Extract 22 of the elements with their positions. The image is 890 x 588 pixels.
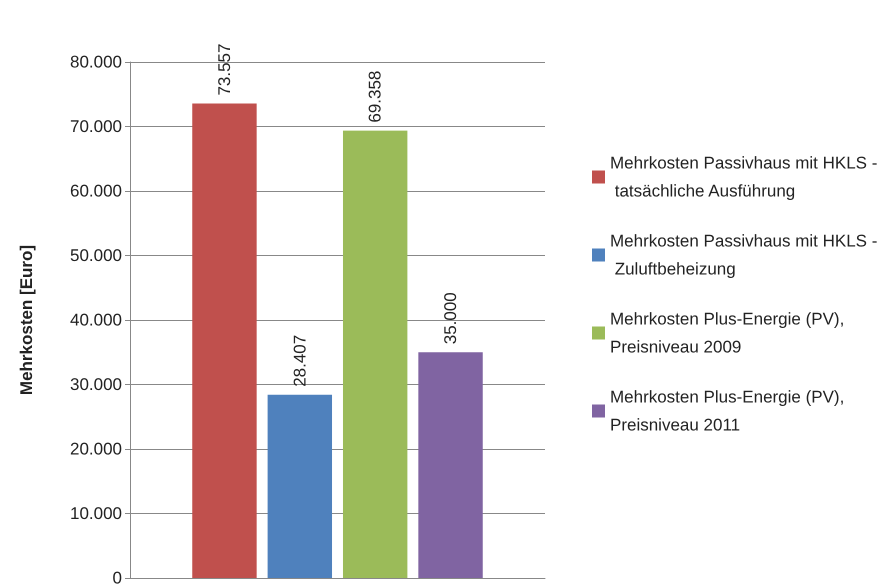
y-tick-label: 20.000	[70, 440, 122, 458]
y-tick-label: 50.000	[70, 246, 122, 265]
data-label: 35.000	[441, 292, 460, 344]
y-tick-label: 0	[112, 568, 122, 588]
y-tick-label: 30.000	[70, 375, 122, 394]
y-tick-label: 10.000	[70, 504, 122, 523]
data-label: 69.358	[366, 70, 385, 123]
data-label: 73.557	[214, 44, 234, 96]
bar	[342, 130, 408, 578]
y-tick-label: 70.000	[70, 117, 122, 136]
y-tick-label: 40.000	[70, 310, 122, 330]
bar	[418, 352, 483, 578]
y-axis-title: Mehrkosten [Euro]	[17, 244, 36, 396]
legend-label: Mehrkosten Passivhaus mit HKLS - Zuluftbeheizung	[610, 232, 878, 278]
legend-label: Mehrkosten Plus-Energie (PV), Preisniveau 2011	[610, 388, 850, 434]
legend-label: Mehrkosten Plus-Energie (PV), Preisniveau 2009	[610, 310, 850, 356]
bar	[268, 394, 332, 578]
y-tick-label: 80.000	[70, 52, 122, 72]
bar	[192, 104, 257, 578]
legend-label: Mehrkosten Passivhaus mit HKLS - tatsächliche Ausführung	[610, 154, 878, 200]
data-label: 28.407	[290, 334, 310, 387]
y-tick-label: 60.000	[70, 182, 122, 200]
